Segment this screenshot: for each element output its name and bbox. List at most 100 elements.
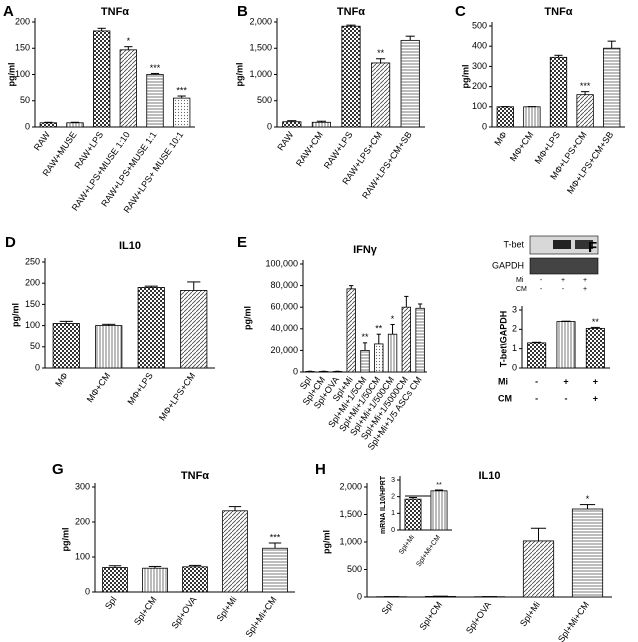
panel-letter: F — [588, 239, 597, 256]
y-tick-label: 0 — [267, 121, 272, 131]
row-name: Mi — [498, 376, 508, 386]
x-tick-label: MΦ+CM — [85, 371, 113, 405]
row-sign: + — [593, 376, 598, 386]
significance: ** — [361, 332, 369, 342]
bar — [401, 306, 412, 373]
bar — [603, 47, 621, 128]
x-tick-label: Spl+Mi+CM — [243, 595, 278, 639]
y-tick-label: 1,000 — [249, 69, 272, 79]
bar — [527, 342, 547, 369]
y-axis-label: pg/ml — [242, 306, 252, 330]
blot-sign: - — [540, 277, 543, 284]
blot-sign: + — [561, 277, 565, 284]
panel-letter: H — [315, 461, 326, 478]
row-sign: - — [535, 376, 538, 386]
bar — [119, 49, 137, 128]
bar — [430, 490, 448, 531]
panel-letter: D — [5, 234, 16, 251]
chart-title: TNFα — [101, 6, 129, 18]
y-tick-label: 100 — [472, 101, 487, 111]
x-tick-label: Spl+Mi — [214, 595, 238, 623]
y-tick-label: 0 — [25, 121, 30, 131]
x-tick-label: MΦ+LPS+CM — [157, 371, 197, 423]
y-axis-label: pg/ml — [6, 63, 16, 87]
significance: *** — [270, 532, 281, 542]
x-tick-label: RAW+LPS — [322, 130, 355, 171]
bar — [282, 121, 302, 128]
y-tick-label: 1,500 — [249, 43, 272, 53]
x-tick-label: MΦ+LPS — [125, 371, 154, 407]
y-axis-label: pg/ml — [234, 63, 244, 87]
y-tick-label: 200 — [25, 278, 40, 288]
chart-title: TNFα — [181, 470, 209, 482]
y-tick-label: 40,000 — [270, 323, 298, 333]
y-tick-label: 0 — [293, 366, 298, 376]
x-tick-label: Spl+Mi — [518, 600, 542, 628]
blot-sign: + — [583, 277, 587, 284]
bar — [146, 74, 164, 128]
row-sign: - — [565, 393, 568, 403]
y-tick-label: 100 — [15, 69, 30, 79]
row-name: CM — [498, 393, 512, 403]
bar — [387, 333, 398, 373]
y-tick-label: 2,000 — [339, 481, 362, 491]
blot-sign: - — [562, 286, 565, 293]
y-tick-label: 2 — [391, 494, 395, 501]
y-axis-label: pg/ml — [321, 530, 331, 554]
bar — [496, 106, 514, 128]
y-tick-label: 100 — [75, 551, 90, 561]
bar — [262, 547, 288, 593]
y-tick-label: 100,000 — [265, 258, 298, 268]
y-tick-label: 300 — [472, 61, 487, 71]
bar — [180, 290, 208, 369]
x-tick-label: MΦ — [53, 371, 70, 389]
bar — [576, 94, 594, 128]
significance: ** — [436, 482, 442, 489]
bar — [137, 287, 165, 369]
y-tick-label: 50 — [30, 341, 40, 351]
significance: * — [391, 314, 395, 324]
y-tick-label: 1,500 — [339, 509, 362, 519]
x-tick-label: Spl+CM — [417, 600, 444, 632]
bar — [571, 508, 604, 598]
x-tick-label: Spl — [379, 600, 395, 616]
blot-sign: - — [540, 286, 543, 293]
significance: *** — [176, 85, 187, 95]
y-tick-label: 200 — [15, 16, 30, 26]
y-axis-label: pg/ml — [60, 528, 70, 552]
x-tick-label: MΦ — [492, 130, 509, 148]
bar — [374, 343, 384, 373]
y-tick-label: 80,000 — [270, 280, 298, 290]
y-tick-label: 2 — [512, 324, 517, 334]
y-tick-label: 1,000 — [339, 536, 362, 546]
bar — [346, 288, 356, 373]
panel-letter: E — [237, 234, 247, 251]
bar — [102, 567, 128, 593]
blot-sign: + — [583, 286, 587, 293]
y-tick-label: 3 — [391, 477, 395, 484]
x-tick-label: RAW+CM — [294, 130, 325, 168]
y-tick-label: 150 — [25, 299, 40, 309]
x-tick-label: RAW — [32, 129, 52, 152]
bar — [400, 39, 420, 128]
chart-title: IL10 — [478, 470, 500, 482]
bar — [182, 566, 208, 593]
y-tick-label: 0 — [35, 362, 40, 372]
blot-band — [575, 240, 593, 249]
y-tick-label: 20,000 — [270, 345, 298, 355]
row-sign: - — [535, 393, 538, 403]
significance: * — [586, 494, 590, 504]
y-tick-label: 0 — [512, 362, 517, 372]
bar — [522, 540, 555, 598]
row-sign: + — [563, 376, 568, 386]
y-tick-label: 150 — [15, 43, 30, 53]
y-tick-label: 1 — [391, 510, 395, 517]
row-sign: + — [593, 393, 598, 403]
chart-title: IFNγ — [353, 244, 378, 256]
bar — [93, 30, 111, 128]
significance: ** — [377, 48, 385, 58]
bar — [222, 510, 248, 593]
y-tick-label: 2,000 — [249, 16, 272, 26]
significance: *** — [580, 81, 591, 91]
y-tick-label: 200 — [75, 516, 90, 526]
